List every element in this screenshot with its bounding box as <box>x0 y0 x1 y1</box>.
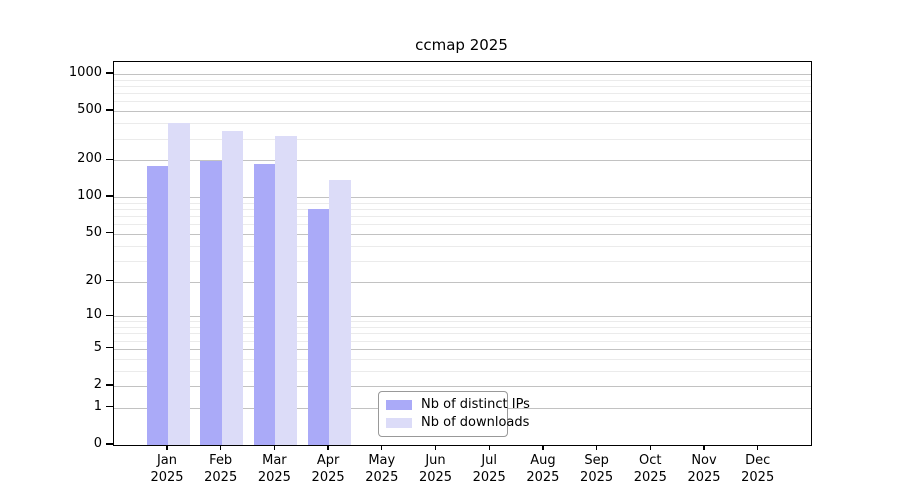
y-tick-label: 20 <box>85 272 102 288</box>
y-tick-label: 10 <box>85 307 102 323</box>
y-tick-mark <box>106 195 113 197</box>
y-tick-mark <box>106 406 113 408</box>
x-tick-mark <box>542 445 544 450</box>
y-gridline-minor <box>114 101 811 103</box>
y-gridline-major <box>114 281 811 283</box>
x-tick-mark <box>327 445 329 450</box>
y-tick-label: 2 <box>93 377 102 392</box>
x-tick-mark <box>434 445 437 450</box>
y-tick-mark <box>106 443 113 445</box>
y-tick-mark <box>106 158 113 160</box>
y-tick-mark <box>106 279 113 282</box>
y-gridline-minor <box>114 85 811 87</box>
y-tick-label: 500 <box>77 102 102 118</box>
y-gridline-minor <box>114 327 811 328</box>
y-gridline-major <box>114 316 811 318</box>
y-gridline-major <box>114 197 811 199</box>
y-gridline-minor <box>114 138 811 140</box>
x-tick-mark <box>273 445 276 450</box>
y-tick-label: 0 <box>93 436 102 451</box>
y-gridline-minor <box>114 321 811 323</box>
y-gridline-minor <box>114 340 811 342</box>
bar-downloads-mar <box>275 135 297 445</box>
y-gridline-major <box>114 386 811 387</box>
plot-area <box>113 61 812 446</box>
y-gridline-minor <box>114 209 811 210</box>
x-tick-label-aug: Aug 2025 <box>526 453 560 485</box>
x-tick-mark <box>220 445 222 450</box>
x-tick-mark <box>381 445 383 450</box>
x-tick-label-jun: Jun 2025 <box>418 453 453 485</box>
bar-downloads-jan <box>168 123 190 445</box>
y-gridline-minor <box>114 333 811 335</box>
y-gridline-major <box>114 74 811 75</box>
y-gridline-major <box>114 160 811 162</box>
y-tick-label: 1 <box>93 398 102 414</box>
bar-distinct-ips-jan <box>146 165 168 445</box>
x-tick-label-nov: Nov 2025 <box>687 453 721 485</box>
x-tick-mark <box>703 445 705 450</box>
x-tick-mark <box>595 445 598 450</box>
bar-downloads-feb <box>221 131 244 445</box>
legend-item-distinct-ips: Nb of distinct IPs <box>386 397 530 413</box>
x-tick-label-sep: Sep 2025 <box>580 453 614 485</box>
y-gridline-minor <box>114 79 811 81</box>
y-gridline-minor <box>114 245 811 247</box>
y-tick-mark <box>106 109 113 111</box>
x-tick-label-dec: Dec 2025 <box>741 453 775 485</box>
chart-title: ccmap 2025 <box>415 36 508 54</box>
x-tick-label-oct: Oct 2025 <box>633 453 667 485</box>
y-tick-mark <box>106 314 113 316</box>
x-tick-mark <box>488 445 490 450</box>
y-gridline-minor <box>114 93 811 95</box>
x-tick-label-apr: Apr 2025 <box>311 453 345 485</box>
y-tick-label: 50 <box>85 224 102 240</box>
legend-label-downloads: Nb of downloads <box>421 415 530 430</box>
y-gridline-minor <box>114 202 811 204</box>
x-tick-label-jan: Jan 2025 <box>150 453 184 485</box>
y-gridline-minor <box>114 370 811 372</box>
y-tick-mark <box>106 232 113 234</box>
y-tick-label: 200 <box>77 151 102 167</box>
x-tick-label-feb: Feb 2025 <box>204 453 238 485</box>
y-tick-mark <box>106 384 113 386</box>
y-tick-mark <box>106 72 113 74</box>
y-tick-label: 1000 <box>68 65 102 80</box>
bar-downloads-apr <box>329 180 351 445</box>
x-tick-mark <box>757 445 759 450</box>
bar-distinct-ips-feb <box>200 161 222 445</box>
legend-swatch-distinct-ips-icon <box>386 400 412 410</box>
y-gridline-minor <box>114 260 811 262</box>
y-gridline-minor <box>114 224 811 226</box>
y-gridline-minor <box>114 216 811 218</box>
y-tick-mark <box>106 347 113 349</box>
legend-swatch-downloads-icon <box>386 418 412 428</box>
y-tick-label: 5 <box>93 339 102 355</box>
y-gridline-minor <box>114 358 811 360</box>
x-tick-label-mar: Mar 2025 <box>257 453 291 485</box>
bar-distinct-ips-mar <box>253 164 276 445</box>
x-tick-mark <box>649 445 651 450</box>
bar-distinct-ips-apr <box>307 209 330 445</box>
y-tick-label: 100 <box>77 188 102 204</box>
y-gridline-minor <box>114 123 811 125</box>
x-tick-label-may: May 2025 <box>365 453 399 485</box>
y-gridline-major <box>114 233 811 235</box>
x-tick-mark <box>166 445 168 450</box>
legend-label-distinct-ips: Nb of distinct IPs <box>421 397 530 412</box>
y-gridline-major <box>114 348 811 350</box>
y-gridline-major <box>114 111 811 113</box>
x-tick-label-jul: Jul 2025 <box>472 453 506 485</box>
legend-item-downloads: Nb of downloads <box>386 415 529 431</box>
legend: Nb of distinct IPs Nb of downloads <box>378 391 530 437</box>
